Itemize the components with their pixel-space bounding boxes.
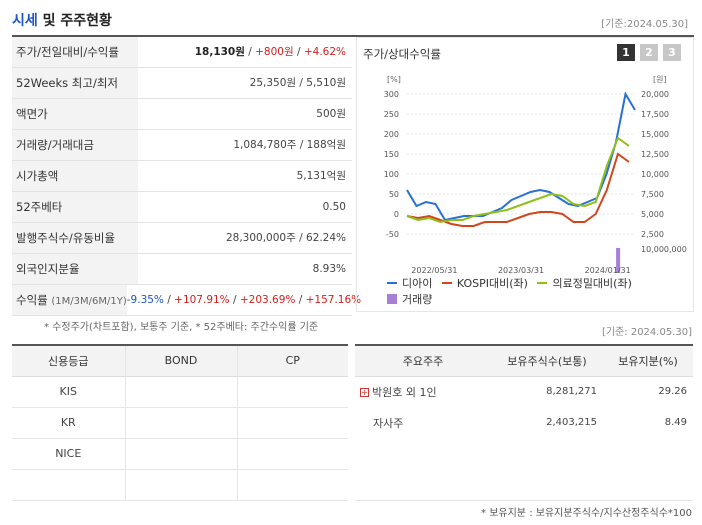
base-date-2: [기준: 2024.05.30] [601,327,692,338]
expand-icon[interactable]: + [360,388,369,398]
left-tick-label: 150 [384,150,399,159]
footnote-2: * 보유지분 : 보유지분주식수/지수산정주식수*100 [481,508,692,519]
left-tick-label: 200 [384,130,399,139]
volume-tick-label: 10,000,000 [641,245,687,254]
x-tick-label: 2022/05/31 [411,266,457,273]
chart-title: 주가/상대수익률 [363,47,441,61]
volume-bar [616,248,621,273]
shareholders-table: 주요주주 보유주식수(보통) 보유지분(%) + 박원호 외 1인 8,281,2… [355,344,693,501]
series-line-3 [406,136,630,224]
table-row: 자사주 2,403,215 8.49 [373,416,687,430]
right-axis-unit: [원] [653,75,667,84]
left-tick-label: 300 [384,90,399,99]
price-info-table: 주가/전일대비/수익률 18,130원 / +800원 / +4.62% 52W… [12,37,361,316]
right-tick-label: 12,500 [641,150,669,159]
left-tick-label: 0 [394,210,399,219]
right-tick-label: 17,500 [641,110,669,119]
volume-row: 거래량/거래대금 1,084,780주 / 188억원 [12,130,352,161]
x-tick-label: 2023/03/31 [498,266,544,273]
right-tick-label: 15,000 [641,130,669,139]
table-row [355,438,693,469]
table-row [355,469,693,501]
price-chart: [%] [원] 300 250 200 150 100 50 0 -50 20,000 17,500 1… [384,75,687,273]
left-tick-label: 250 [384,110,399,119]
base-date: [기준:2024.05.30] [601,19,688,30]
table-row: KIS [12,376,348,408]
chart-tabs: 1 2 3 [617,44,681,61]
price-row: 주가/전일대비/수익률 18,130원 / +800원 / +4.62% [12,37,352,68]
chart-tab-2[interactable]: 2 [640,44,658,61]
divider [12,35,694,37]
left-axis-unit: [%] [387,75,401,84]
chart-tab-3[interactable]: 3 [663,44,681,61]
legend-item: 거래량 [387,291,432,307]
chart-tab-1[interactable]: 1 [617,44,635,61]
section-header: 시세 및 주주현황 [기준:2024.05.30] [12,8,692,36]
right-tick-label: 7,500 [641,190,664,199]
return-row: 수익률 (1M/3M/6M/1Y) -9.35% / +107.91% / +2… [12,285,361,316]
page-title: 시세 및 주주현황 [12,13,112,29]
market-cap-row: 시가총액 5,131억원 [12,161,352,192]
right-tick-label: 5,000 [641,210,664,219]
x-tick-label: 2024/01/31 [585,266,631,273]
foreign-row: 외국인지분율 8.93% [12,254,352,285]
credit-rating-table: 신용등급 BOND CP KIS KR NICE [12,344,348,501]
table-row: NICE [12,438,348,470]
chart-legend: 디아이 KOSPI대비(좌) 의료정밀대비(좌) 거래량 [387,274,687,307]
table-row: + 박원호 외 1인 8,281,271 29.26 [360,385,687,399]
right-tick-label: 20,000 [641,90,669,99]
left-tick-label: 100 [384,170,399,179]
table-row [12,469,348,501]
table-row: KR [12,407,348,439]
legend-item: KOSPI대비(좌) [441,275,528,291]
legend-item: 디아이 [387,275,432,291]
week52-row: 52Weeks 최고/최저 25,350원 / 5,510원 [12,68,352,99]
right-tick-label: 2,500 [641,230,664,239]
right-tick-label: 10,000 [641,170,669,179]
left-tick-label: 50 [389,190,399,199]
left-tick-label: -50 [386,230,399,239]
shares-row: 발행주식수/유동비율 28,300,000주 / 62.24% [12,223,352,254]
legend-item: 의료정밀대비(좌) [537,275,632,291]
beta-row: 52주베타 0.50 [12,192,352,223]
footnote: * 수정주가(차트포함), 보통주 기준, * 52주베타: 주간수익률 기준 [44,322,319,333]
chart-panel: 주가/상대수익률 1 2 3 [%] [원] 300 250 200 150 100 50 0 -… [356,37,694,312]
series-line-2 [406,152,630,227]
face-value-row: 액면가 500원 [12,99,352,130]
